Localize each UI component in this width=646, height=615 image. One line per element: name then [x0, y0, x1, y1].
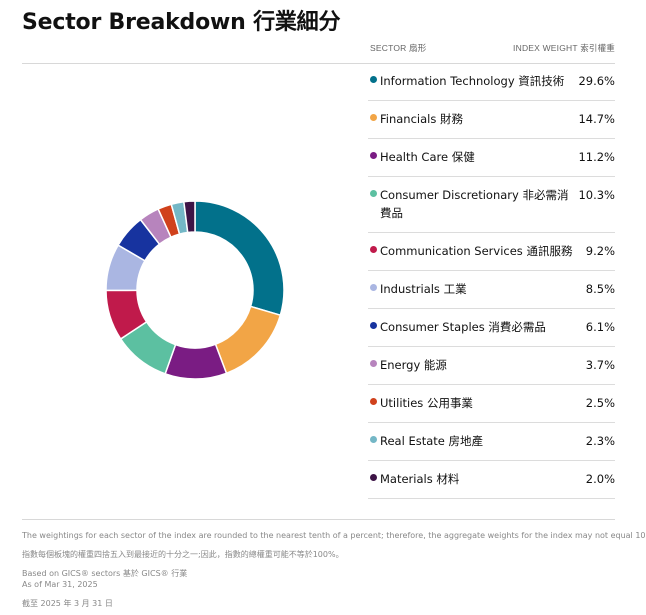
donut-slice — [194, 200, 285, 317]
sector-column-header: SECTOR 扇形 — [370, 43, 427, 53]
donut-slice — [183, 200, 196, 234]
legend-row: Health Care 保健 11.2% — [368, 139, 615, 177]
legend-value: 8.5% — [585, 282, 615, 296]
legend-value: 9.2% — [585, 244, 615, 258]
legend-swatch — [370, 114, 377, 121]
legend-row: Industrials 工業 8.5% — [368, 271, 615, 309]
donut-svg — [105, 200, 285, 380]
legend-label: Utilities 公用事業 — [380, 396, 473, 410]
legend-label: Financials 財務 — [380, 112, 464, 126]
gics-basis: Based on GICS® sectors 基於 GICS® 行業 — [22, 569, 188, 578]
legend-value: 14.7% — [578, 112, 615, 126]
legend-swatch — [370, 284, 377, 291]
legend-value: 10.3% — [578, 188, 615, 202]
legend-swatch — [370, 76, 377, 83]
legend-label: Industrials 工業 — [380, 282, 467, 296]
legend-swatch — [370, 190, 377, 197]
legend-value: 29.6% — [578, 74, 615, 88]
legend-label: Energy 能源 — [380, 358, 447, 372]
footnote-zh: 指數每個板塊的權重四捨五入到最接近的十分之一;因此，指數的總權重可能不等於100… — [22, 550, 344, 559]
legend-row: Consumer Discretionary 非必需消費品 10.3% — [368, 177, 615, 233]
sector-legend: Information Technology 資訊技術 29.6% Financia… — [368, 63, 615, 499]
legend-row: Communication Services 通訊服務 9.2% — [368, 233, 615, 271]
sector-donut-chart — [100, 195, 290, 385]
legend-row: Consumer Staples 消費必需品 6.1% — [368, 309, 615, 347]
legend-label: Health Care 保健 — [380, 150, 475, 164]
legend-label: Consumer Staples 消費必需品 — [380, 320, 546, 334]
legend-row: Energy 能源 3.7% — [368, 347, 615, 385]
legend-label: Real Estate 房地產 — [380, 434, 483, 448]
legend-swatch — [370, 474, 377, 481]
legend-swatch — [370, 322, 377, 329]
legend-row: Information Technology 資訊技術 29.6% — [368, 63, 615, 101]
footer-divider — [22, 519, 615, 520]
page-title: Sector Breakdown 行業細分 — [22, 10, 341, 35]
legend-value: 2.5% — [585, 396, 615, 410]
legend-value: 3.7% — [585, 358, 615, 372]
legend-swatch — [370, 246, 377, 253]
legend-label: Materials 材料 — [380, 472, 460, 486]
legend-label: Communication Services 通訊服務 — [380, 244, 573, 258]
legend-swatch — [370, 152, 377, 159]
as-of-date-zh: 截至 2025 年 3 月 31 日 — [22, 599, 113, 608]
index-weight-column-header: INDEX WEIGHT 索引權重 — [513, 43, 615, 53]
donut-slice — [214, 305, 282, 375]
legend-value: 2.3% — [585, 434, 615, 448]
legend-label: Information Technology 資訊技術 — [380, 74, 565, 88]
legend-row: Financials 財務 14.7% — [368, 101, 615, 139]
legend-value: 11.2% — [578, 150, 615, 164]
legend-swatch — [370, 436, 377, 443]
legend-swatch — [370, 398, 377, 405]
header-divider — [22, 63, 615, 64]
legend-row: Utilities 公用事業 2.5% — [368, 385, 615, 423]
legend-value: 2.0% — [585, 472, 615, 486]
legend-label: Consumer Discretionary 非必需消費品 — [380, 188, 569, 220]
as-of-date: As of Mar 31, 2025 — [22, 580, 98, 589]
legend-row: Materials 材料 2.0% — [368, 461, 615, 499]
legend-swatch — [370, 360, 377, 367]
legend-value: 6.1% — [585, 320, 615, 334]
legend-row: Real Estate 房地產 2.3% — [368, 423, 615, 461]
footnote-en: The weightings for each sector of the in… — [22, 531, 646, 540]
